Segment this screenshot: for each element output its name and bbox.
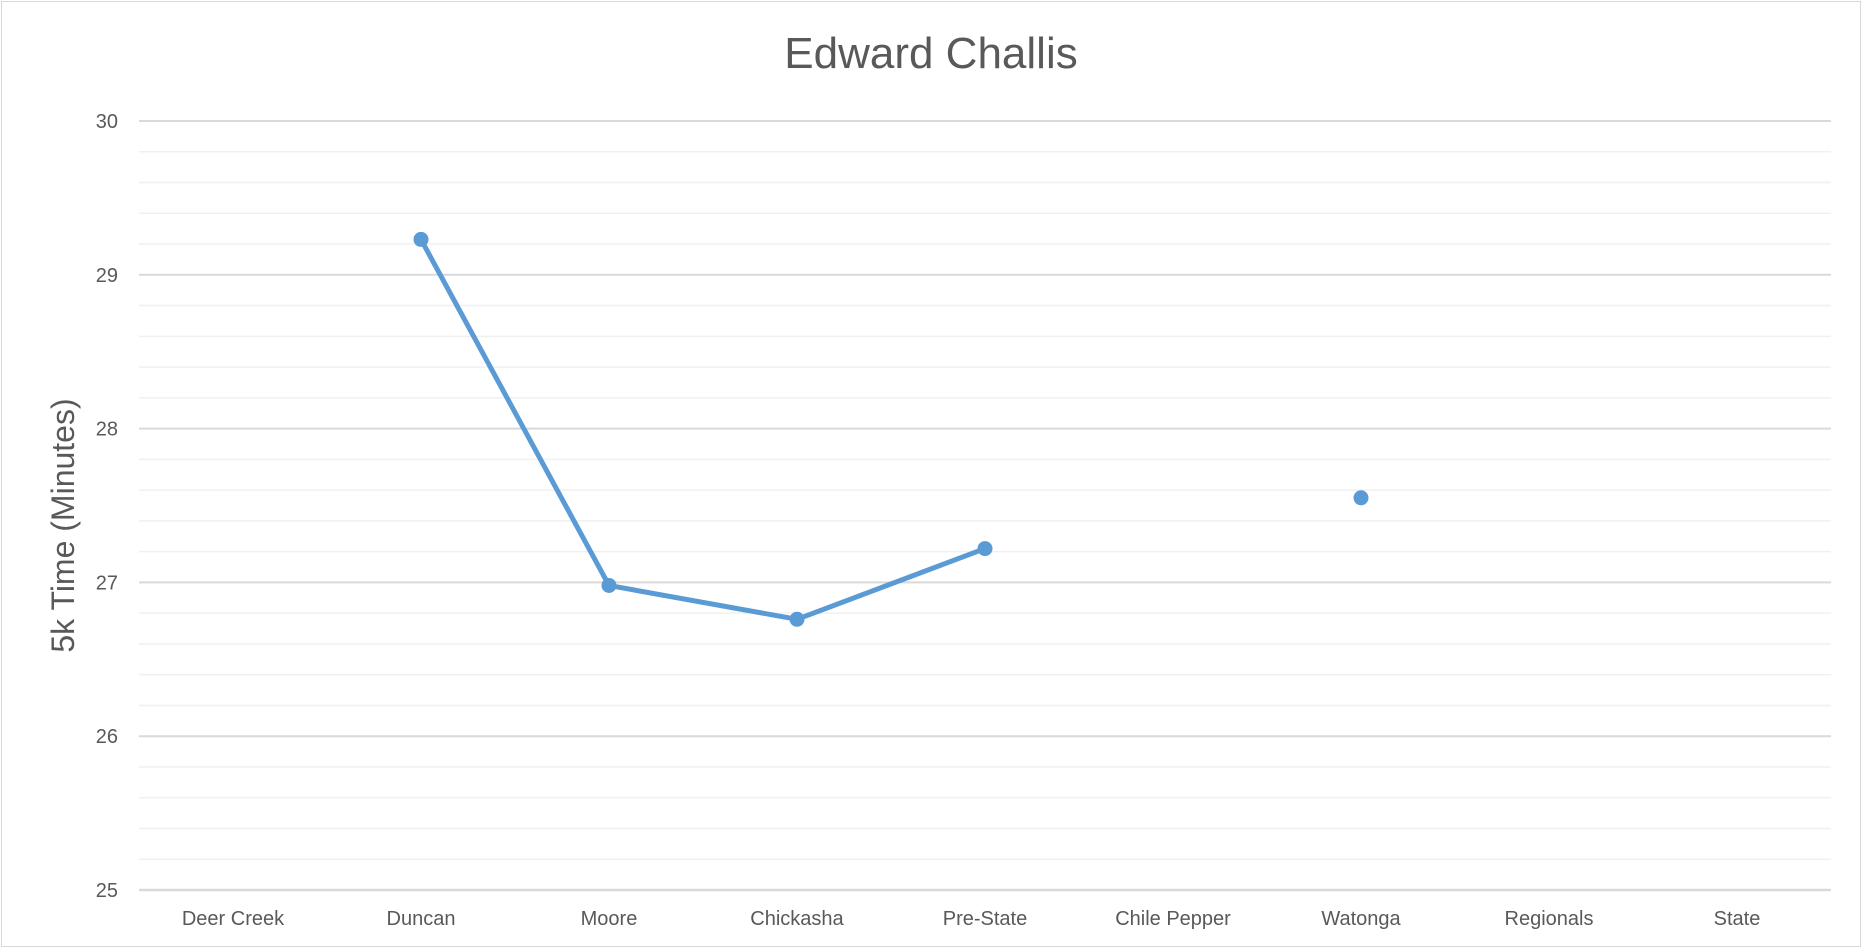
series-layer [413, 231, 1369, 627]
y-tick-label: 29 [96, 265, 118, 287]
gridlines [139, 120, 1831, 892]
data-point [789, 611, 805, 627]
x-tick-label: Chickasha [750, 908, 844, 930]
y-tick-label: 26 [96, 726, 118, 748]
data-point [601, 577, 617, 593]
series-line-segment [606, 582, 800, 622]
x-tick-label: Deer Creek [182, 908, 285, 930]
chart-title: Edward Challis [784, 29, 1078, 78]
x-tick-label: Duncan [387, 908, 456, 930]
data-point [413, 231, 429, 247]
y-tick-label: 27 [96, 572, 118, 594]
y-tick-label: 30 [96, 111, 118, 133]
y-tick-label: 28 [96, 419, 118, 441]
data-point [1353, 490, 1369, 506]
x-axis: Deer Creek Duncan Moore Chickasha Pre-State C… [182, 908, 1760, 930]
x-tick-label: Pre-State [943, 908, 1027, 930]
series-line-segment [418, 236, 612, 588]
x-tick-label: Watonga [1321, 908, 1401, 930]
y-axis: 25 26 27 28 29 30 [96, 111, 118, 902]
y-tick-label: 25 [96, 880, 118, 902]
x-tick-label: Moore [581, 908, 638, 930]
series-line-segment [794, 546, 988, 622]
data-point [977, 541, 993, 557]
x-tick-label: Regionals [1505, 908, 1594, 930]
x-tick-label: State [1714, 908, 1761, 930]
y-axis-title: 5k Time (Minutes) [45, 398, 81, 652]
x-tick-label: Chile Pepper [1115, 908, 1231, 930]
